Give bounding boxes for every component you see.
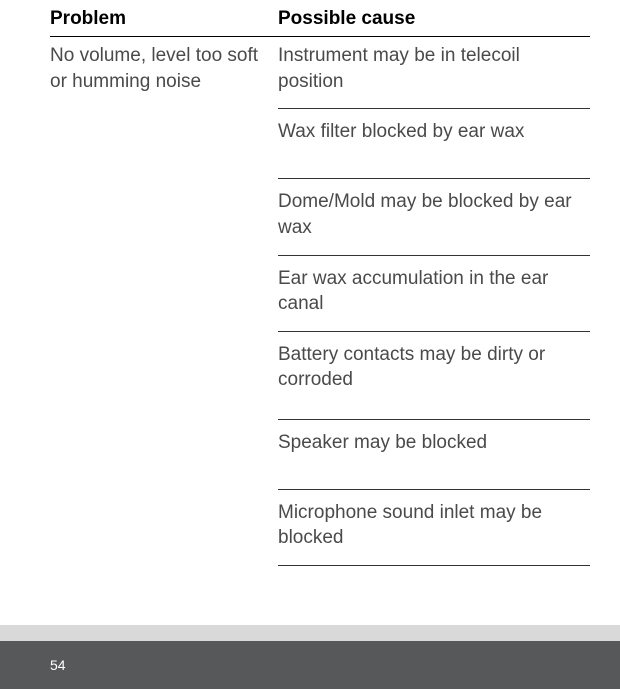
- cause-item: Microphone sound inlet may be blocked: [278, 500, 590, 566]
- header-problem: Problem: [50, 8, 278, 30]
- table-header-row: Problem Possible cause: [50, 8, 590, 37]
- footer-bar: 54: [0, 641, 620, 689]
- footer-strip: [0, 625, 620, 641]
- cause-item: Wax filter blocked by ear wax: [278, 119, 590, 179]
- cause-item: Speaker may be blocked: [278, 430, 590, 490]
- troubleshooting-table: Problem Possible cause No volume, level …: [50, 8, 590, 566]
- header-cause: Possible cause: [278, 8, 590, 30]
- causes-cell: Instrument may be in telecoil position W…: [278, 43, 590, 566]
- cause-item: Ear wax accumulation in the ear canal: [278, 266, 590, 332]
- cause-item: Dome/Mold may be blocked by ear wax: [278, 189, 590, 255]
- table-body-row: No volume, level too soft or humming noi…: [50, 37, 590, 566]
- page-number: 54: [50, 657, 66, 673]
- page-content: Problem Possible cause No volume, level …: [0, 0, 620, 566]
- problem-text: No volume, level too soft or humming noi…: [50, 43, 278, 94]
- cause-item: Instrument may be in telecoil position: [278, 43, 590, 109]
- problem-cell: No volume, level too soft or humming noi…: [50, 43, 278, 566]
- cause-item: Battery contacts may be dirty or corrode…: [278, 342, 590, 420]
